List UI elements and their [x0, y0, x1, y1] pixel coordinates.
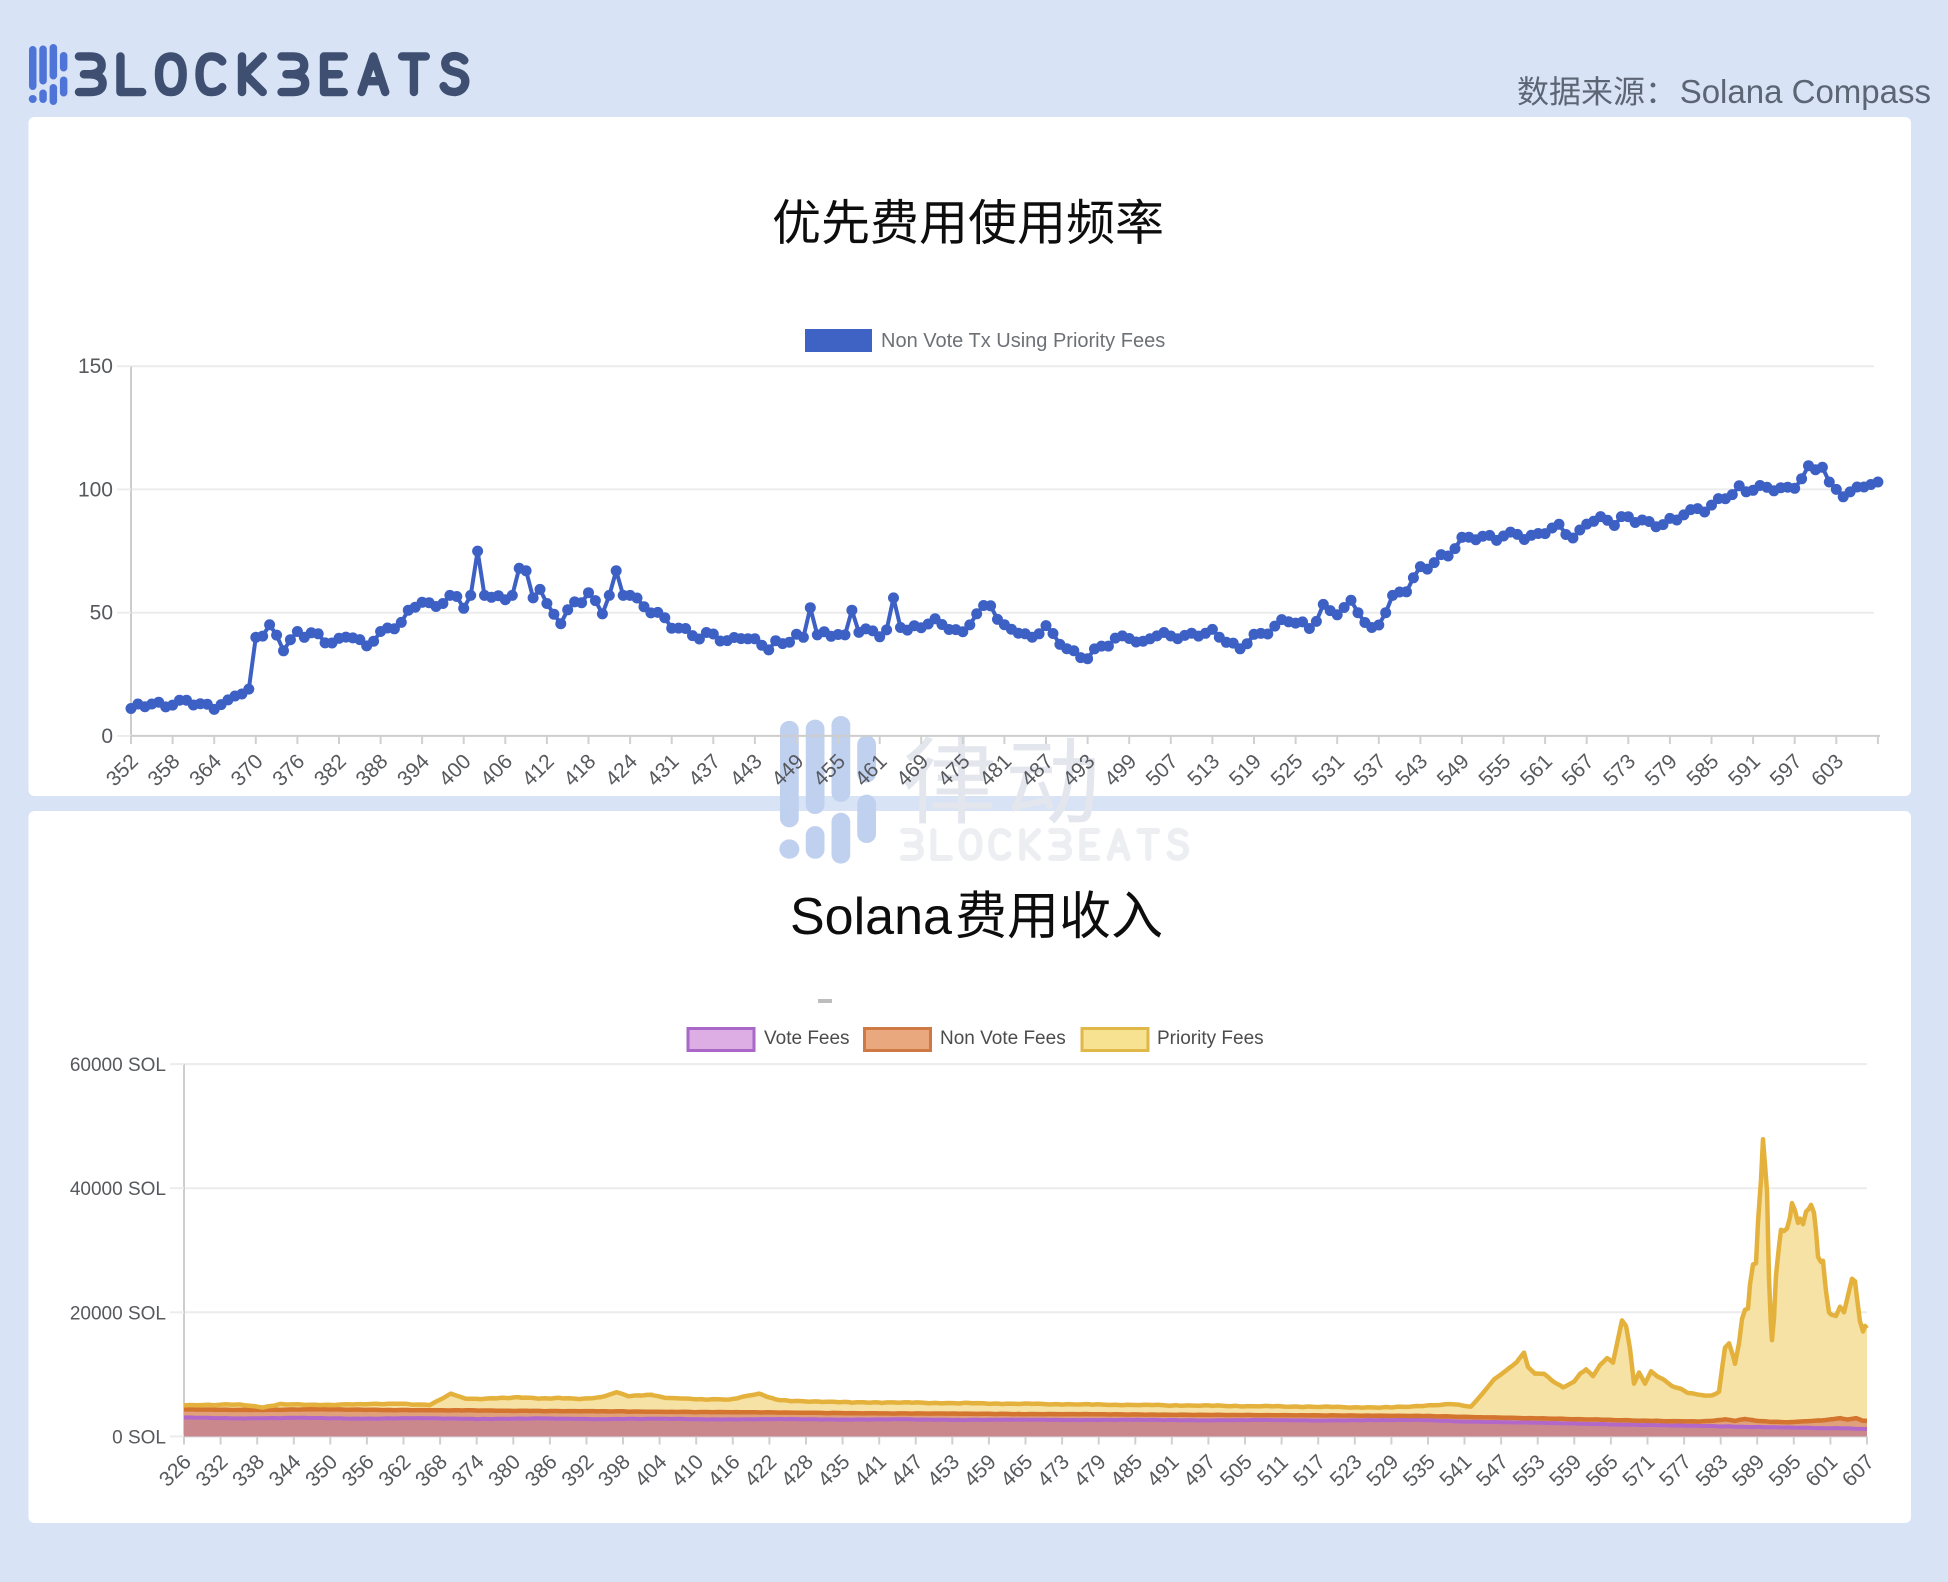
svg-text:Non Vote Tx Using Priority Fee: Non Vote Tx Using Priority Fees: [881, 330, 1165, 352]
svg-text:40000 SOL: 40000 SOL: [70, 1179, 166, 1200]
svg-text:100: 100: [78, 478, 113, 501]
svg-text:60000 SOL: 60000 SOL: [70, 1055, 166, 1076]
svg-text:50: 50: [90, 602, 113, 625]
svg-text:0 SOL: 0 SOL: [112, 1427, 166, 1448]
svg-text:Solana: Solana: [790, 888, 952, 946]
svg-text:150: 150: [78, 355, 113, 378]
svg-text:20000 SOL: 20000 SOL: [70, 1303, 166, 1324]
svg-text:Non Vote Fees: Non Vote Fees: [940, 1028, 1066, 1049]
svg-text:0: 0: [101, 725, 113, 748]
svg-text:Priority Fees: Priority Fees: [1157, 1028, 1264, 1049]
svg-text:Solana Compass: Solana Compass: [1680, 73, 1931, 110]
svg-text:Vote Fees: Vote Fees: [764, 1028, 850, 1049]
